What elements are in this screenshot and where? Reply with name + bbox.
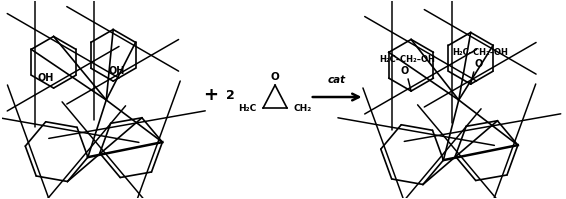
Text: OH: OH	[109, 66, 125, 76]
Text: O: O	[400, 66, 408, 76]
Text: H₂C–CH₂–OH: H₂C–CH₂–OH	[379, 55, 435, 64]
Text: H₂C–CH₂–OH: H₂C–CH₂–OH	[453, 48, 508, 57]
Text: +: +	[203, 86, 218, 104]
Text: H₂C: H₂C	[238, 104, 256, 113]
Text: OH: OH	[37, 73, 54, 83]
Text: cat: cat	[328, 75, 346, 85]
Text: 2: 2	[226, 89, 235, 101]
Text: O: O	[474, 59, 483, 69]
Text: CH₂: CH₂	[294, 104, 312, 113]
Text: O: O	[271, 72, 280, 82]
